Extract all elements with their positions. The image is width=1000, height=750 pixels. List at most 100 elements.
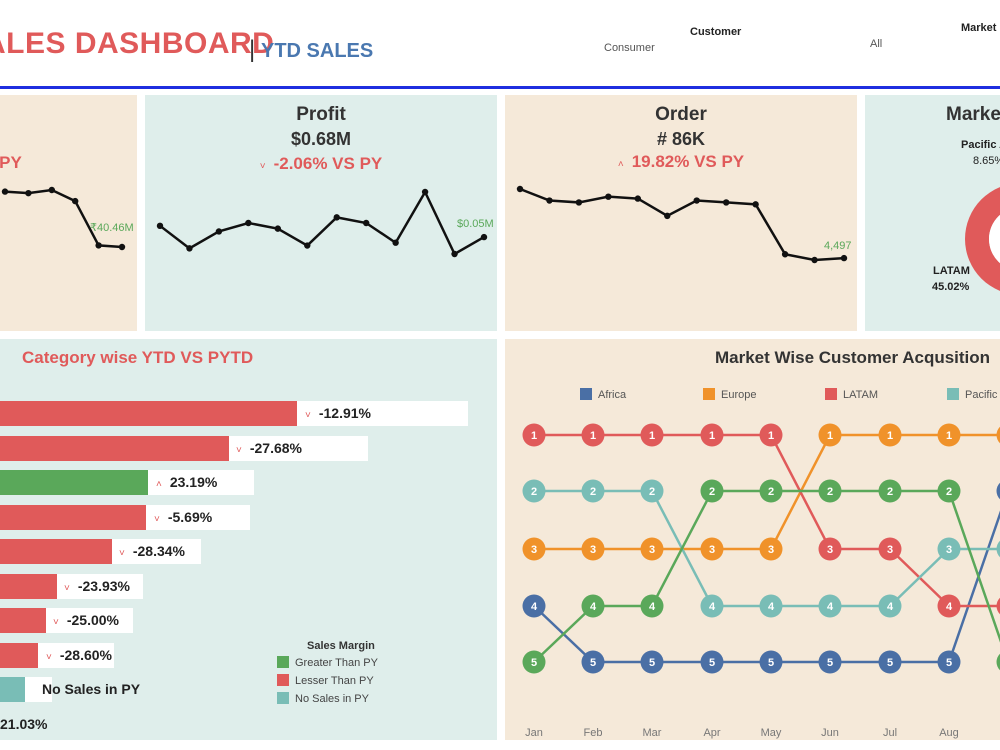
rank-marker: [581, 479, 605, 503]
rank-marker: [937, 423, 961, 447]
rank-marker: [937, 537, 961, 561]
order-kpi-card[interactable]: Order # 86K ˄ 19.82% VS PY 4,497: [505, 95, 857, 331]
category-bar[interactable]: [0, 435, 229, 461]
rank-label: 5: [590, 657, 596, 669]
sparkline-point: [546, 197, 553, 204]
month-tick-label: Jan: [525, 727, 543, 739]
order-end-value: 4,497: [824, 240, 852, 252]
rank-marker: [818, 594, 842, 618]
profit-kpi-card[interactable]: Profit $0.68M ˅ -2.06% VS PY $0.05M: [145, 95, 497, 331]
legend-europe[interactable]: Europe: [703, 388, 756, 401]
rank-marker: [937, 479, 961, 503]
category-bar-label: ˅ -27.68%: [236, 439, 302, 456]
rank-label: 4: [709, 601, 716, 613]
legend-lesser[interactable]: Lesser Than PY: [277, 674, 374, 687]
acquisition-panel: Market Wise Customer Acqusition Africa E…: [505, 339, 1000, 740]
rank-marker: [759, 423, 783, 447]
sparkline-point: [333, 214, 340, 221]
sparkline-path: [519, 187, 845, 262]
series-line: [533, 510, 1000, 664]
rank-marker: [937, 650, 961, 674]
sparkline-path: [4, 188, 123, 249]
legend-africa[interactable]: Africa: [580, 388, 626, 401]
segment-filter-value[interactable]: All: [870, 38, 883, 50]
order-value: # 86K: [656, 129, 706, 149]
legend-title: Sales Margin: [307, 640, 375, 652]
rank-marker: [818, 537, 842, 561]
rank-label: 4: [768, 601, 775, 613]
sparkline-point: [480, 233, 488, 241]
category-bar-label: No Sales in PY: [42, 681, 141, 697]
sales-delta: PY: [0, 153, 22, 172]
latam-slice: [965, 187, 1000, 291]
category-bar[interactable]: [0, 608, 46, 633]
rank-label: 3: [649, 544, 655, 556]
rank-label: 5: [649, 657, 655, 669]
up-caret-icon: ˄: [617, 159, 624, 170]
rank-label: 5: [531, 657, 537, 669]
rank-marker: [522, 423, 546, 447]
category-panel: Category wise YTD VS PYTD ˅ -12.91% ˅ -27.6…: [0, 339, 497, 740]
category-bar-label: ˅ -12.91%: [305, 405, 371, 421]
sparkline-point: [1, 188, 9, 195]
legend-no-sales[interactable]: No Sales in PY: [277, 692, 369, 705]
delta-caret-icon: ˅: [64, 582, 70, 594]
category-bar[interactable]: [0, 642, 38, 668]
month-tick-label: Jun: [821, 727, 839, 739]
rank-label: 4: [531, 601, 538, 613]
rank-marker: [640, 594, 664, 618]
order-sparkline: [516, 185, 848, 264]
category-bar[interactable]: [0, 504, 146, 530]
sparkline-point: [605, 193, 612, 200]
sparkline-point: [392, 239, 399, 246]
customer-filter-value[interactable]: Consumer: [604, 42, 655, 54]
sparkline-point: [575, 199, 583, 206]
sparkline-point: [811, 256, 818, 264]
rank-marker: [759, 650, 783, 674]
sparkline-point: [781, 251, 789, 258]
rank-label: 2: [590, 486, 596, 498]
rank-marker: [878, 537, 902, 561]
donut-hole: [989, 214, 1000, 264]
rank-label: 4: [946, 601, 953, 613]
rank-label: 4: [649, 601, 656, 613]
rank-marker: [522, 537, 546, 561]
rank-marker: [581, 650, 605, 674]
rank-marker: [878, 594, 902, 618]
sparkline-path: [159, 189, 485, 256]
sparkline-point: [156, 222, 164, 230]
rank-marker: [878, 423, 902, 447]
rank-marker: [640, 479, 664, 503]
rank-label: 5: [768, 657, 774, 669]
legend-pacific[interactable]: Pacific: [947, 388, 997, 401]
sparkline-point: [118, 243, 126, 251]
legend-greater[interactable]: Greater Than PY: [277, 656, 378, 669]
rank-label: 2: [768, 486, 774, 498]
rank-marker: [522, 479, 546, 503]
rank-label: 4: [827, 601, 834, 613]
sales-kpi-card[interactable]: PY ₹40.46M: [0, 95, 137, 331]
series-line: [534, 433, 1000, 608]
rank-label: 1: [827, 430, 833, 442]
rank-marker: [996, 426, 1000, 444]
rank-label: 3: [768, 544, 774, 556]
profit-end-value: $0.05M: [457, 218, 494, 230]
category-bar[interactable]: [0, 401, 297, 426]
category-bar[interactable]: [0, 573, 57, 599]
sparkline-point: [95, 242, 102, 249]
category-bar[interactable]: [0, 677, 25, 702]
rank-label: 2: [531, 486, 537, 498]
legend-swatch: [277, 656, 289, 668]
sparkline-point: [215, 228, 223, 235]
sales-sparkline: [1, 186, 126, 251]
market-kpi-card[interactable]: Market Pacific A 8.65% LATAM 45.02%: [865, 95, 1000, 331]
category-bar[interactable]: [0, 539, 112, 564]
rank-label: 4: [590, 601, 597, 613]
sparkline-point: [72, 197, 79, 205]
legend-latam[interactable]: LATAM: [825, 388, 878, 401]
rank-label: 5: [709, 657, 715, 669]
rank-label: 1: [531, 430, 537, 442]
rank-marker: [581, 537, 605, 561]
sparkline-point: [722, 199, 730, 206]
category-bar[interactable]: [0, 470, 148, 495]
